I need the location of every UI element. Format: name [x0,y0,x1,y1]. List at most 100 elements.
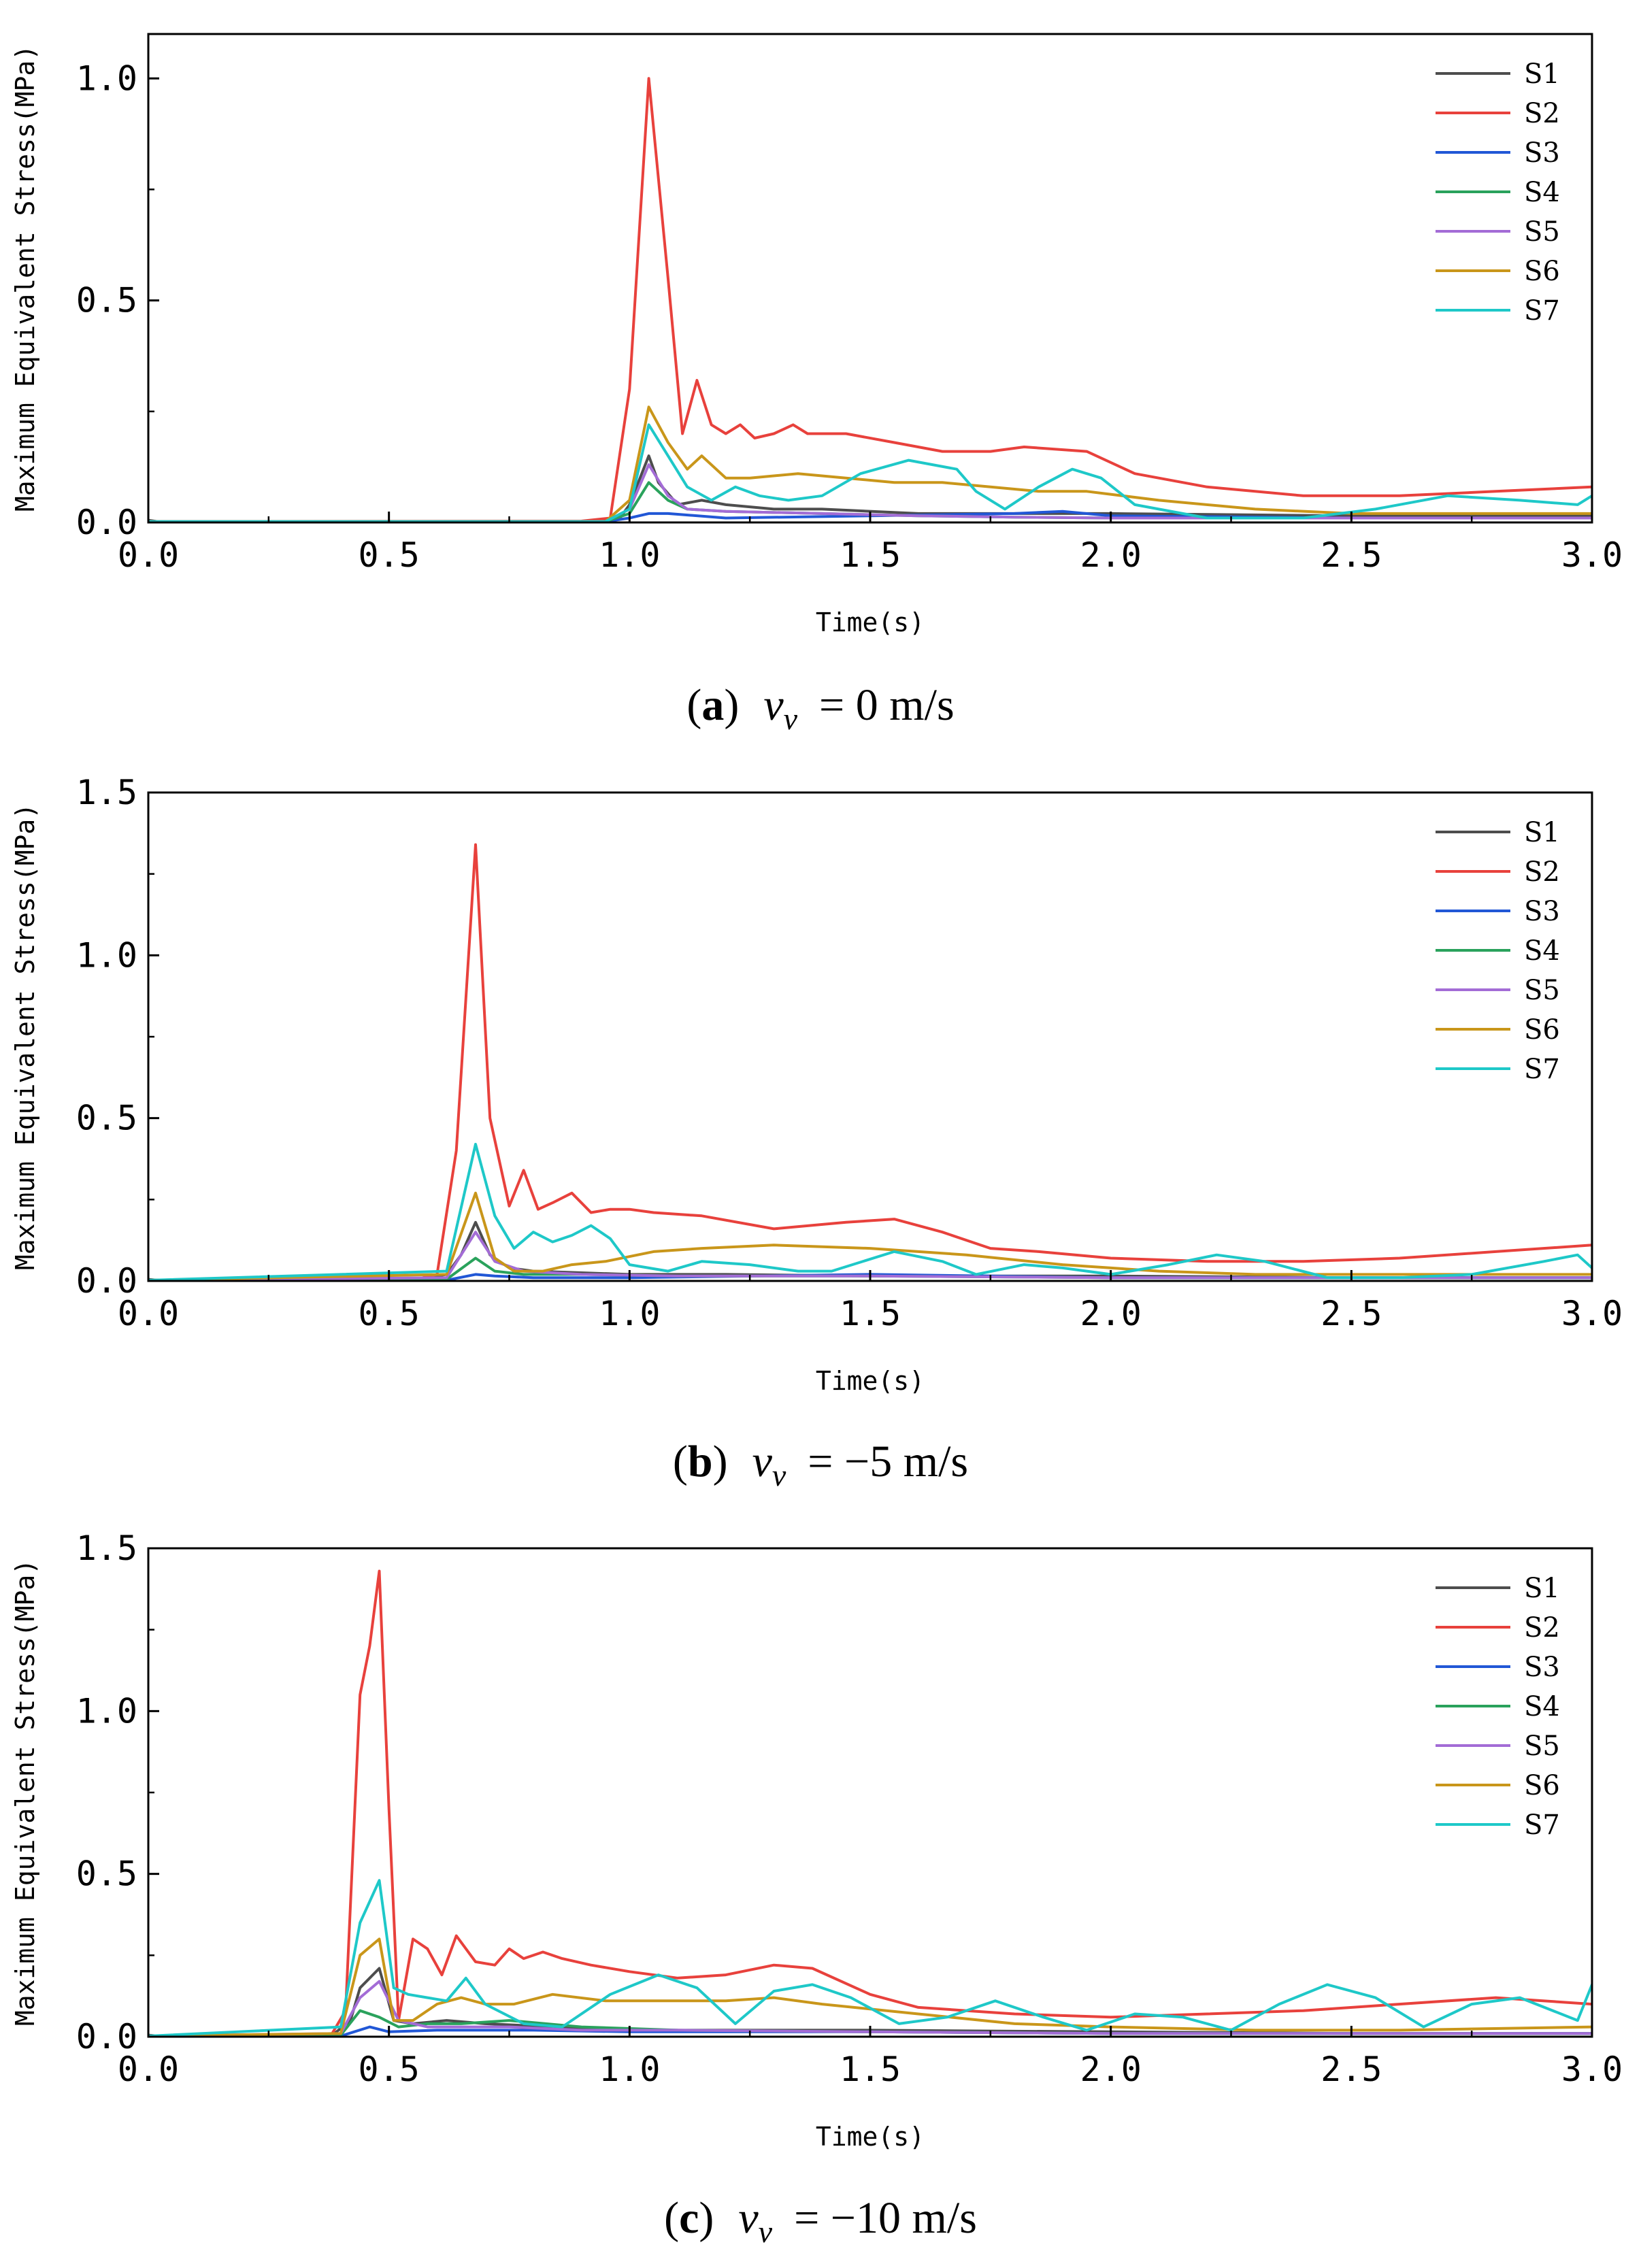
panel-c-x-tick-label: 3.0 [1561,2050,1623,2089]
panel-c-x-tick-label: 1.0 [599,2050,660,2089]
panel-c-y-axis-title: Maximum Equivalent Stress(MPa) [10,1559,40,2026]
panel-a-series-line-s2 [148,77,1592,522]
panel-b-legend: S1 S2 S3 S4 S5 S6 S7 [1436,817,1560,1085]
panel-c-y-tick-label: 1.0 [76,1691,137,1731]
panel-a-caption: (a) vv = 0 m/s [686,680,954,736]
panel-b-x-tick-label: 2.0 [1080,1294,1142,1333]
panel-b-y-tick-label: 0.0 [76,1261,137,1301]
panel-a-caption-letter: a [701,680,724,730]
panel-c-x-axis-title: Time(s) [816,2122,925,2152]
panel-a-legend-label-s2: S2 [1524,98,1560,129]
panel-c-x-tick-label: 1.5 [840,2050,901,2089]
panel-c-caption-letter: c [679,2193,699,2243]
panel-b-series-line-s5 [148,1231,1592,1281]
panel-b-x-tick-label: 2.5 [1321,1294,1382,1333]
panel-c-x-tick-label: 2.5 [1321,2050,1382,2089]
panel-b-y-tick-label: 1.5 [76,773,137,812]
panel-c-series-line-s5 [148,1980,1592,2037]
panel-a-y-axis-title: Maximum Equivalent Stress(MPa) [10,45,40,512]
panel-a-series-group [148,77,1592,522]
panel-a-caption-subscript: v [784,701,798,736]
panel-b-legend-label-s2: S2 [1524,856,1560,888]
panel-b-legend-label-s5: S5 [1524,975,1560,1006]
panel-a-x-tick-label: 0.5 [359,535,420,575]
panel-c-plot-frame [147,1547,1593,2038]
panel-b-x-tick-label: 3.0 [1561,1294,1623,1333]
panel-b-y-tick-label: 1.0 [76,935,137,975]
panel-c-caption-subscript: v [759,2214,773,2249]
panel-a-legend-label-s3: S3 [1524,137,1560,169]
panel-b-legend-label-s6: S6 [1524,1014,1560,1046]
panel-c-series-line-s7 [148,1879,1592,2037]
panel-c-legend-label-s7: S7 [1524,1810,1560,1841]
panel-a-caption-variable: v [763,680,784,730]
panel-b-x-tick-label: 0.0 [118,1294,179,1333]
panel-b-x-axis-title: Time(s) [816,1366,925,1396]
panel-c: 0.0 0.5 1.0 1.5 2.0 2.5 3.0 0.0 0.5 1.0 1.5 Time(s)… [10,1529,1623,2249]
panel-a-caption-paren-close: ) [724,680,739,730]
panel-c-legend-label-s4: S4 [1524,1691,1560,1722]
panel-c-y-tick-label: 0.0 [76,2017,137,2056]
panel-a-x-tick-label: 2.5 [1321,535,1382,575]
panel-c-x-tick-label: 0.0 [118,2050,179,2089]
panel-c-legend-label-s2: S2 [1524,1612,1560,1644]
panel-c-series-line-s6 [148,1937,1592,2037]
panel-a-y-tick-label: 0.5 [76,281,137,320]
panel-a-x-tick-label: 1.0 [599,535,660,575]
panel-c-caption-variable: v [738,2193,759,2243]
panel-b-caption-paren-close: ) [713,1437,728,1486]
panel-a-caption-paren-open: ( [686,680,701,730]
panel-a-series-line-s3 [148,510,1592,522]
panel-b-series-group [148,843,1592,1281]
panel-c-series-line-s2 [148,1569,1592,2037]
panel-b-x-tick-label: 0.5 [359,1294,420,1333]
panel-b-caption-paren-open: ( [673,1437,688,1486]
panel-b-caption-subscript: v [772,1458,786,1492]
panel-b-caption-variable: v [752,1437,773,1486]
panel-c-legend: S1 S2 S3 S4 S5 S6 S7 [1436,1573,1560,1841]
panel-c-legend-label-s1: S1 [1524,1573,1560,1604]
panel-b-y-axis-title: Maximum Equivalent Stress(MPa) [10,803,40,1270]
panel-a-legend-label-s1: S1 [1524,59,1560,90]
panel-b-y-tick-label: 0.5 [76,1099,137,1138]
panel-a-series-line-s6 [148,405,1592,522]
panel-c-y-tick-label: 0.5 [76,1854,137,1894]
panel-a-x-tick-label: 1.5 [840,535,901,575]
panel-a-x-tick-label: 3.0 [1561,535,1623,575]
panel-a-legend-label-s6: S6 [1524,256,1560,287]
panel-a-caption-value: = 0 m/s [819,680,955,730]
panel-c-x-tick-label: 0.5 [359,2050,420,2089]
panel-b-caption-letter: b [688,1437,713,1486]
panel-b-legend-label-s7: S7 [1524,1054,1560,1085]
panel-c-legend-label-s5: S5 [1524,1731,1560,1762]
panel-c-legend-label-s3: S3 [1524,1652,1560,1683]
panel-c-y-tick-label: 1.5 [76,1529,137,1568]
panel-a-y-tick-label: 1.0 [76,59,137,98]
panel-b-legend-label-s1: S1 [1524,817,1560,848]
panel-c-series-group [148,1569,1592,2037]
panel-b: 0.0 0.5 1.0 1.5 2.0 2.5 3.0 0.0 0.5 1.0 1.5 Time(s)… [10,773,1623,1492]
panel-a-x-tick-label: 2.0 [1080,535,1142,575]
panel-a-legend: S1 S2 S3 S4 S5 S6 S7 [1436,59,1560,327]
panel-b-series-line-s7 [148,1143,1592,1281]
panel-a-plot-frame [147,33,1593,524]
panel-b-caption-value: = −5 m/s [808,1437,968,1486]
panel-b-series-line-s2 [148,843,1592,1281]
panel-a-x-axis-title: Time(s) [816,607,925,637]
panel-c-legend-label-s6: S6 [1524,1770,1560,1801]
panel-c-caption-value: = −10 m/s [794,2193,977,2243]
panel-a-legend-label-s4: S4 [1524,177,1560,208]
panel-c-caption-paren-open: ( [664,2193,679,2243]
panel-c-x-tick-label: 2.0 [1080,2050,1142,2089]
panel-a: 0.0 0.5 1.0 1.5 2.0 2.5 3.0 0.0 0.5 1.0 Time(s) Max… [10,33,1623,736]
panel-b-caption: (b) vv = −5 m/s [673,1437,968,1492]
panel-a-x-tick-label: 0.0 [118,535,179,575]
panel-b-legend-label-s3: S3 [1524,896,1560,927]
panel-b-plot-frame [147,791,1593,1282]
panel-b-x-tick-label: 1.0 [599,1294,660,1333]
panel-a-legend-label-s5: S5 [1524,216,1560,248]
panel-c-caption: (c) vv = −10 m/s [664,2193,977,2249]
panel-a-legend-label-s7: S7 [1524,295,1560,327]
panel-b-x-tick-label: 1.5 [840,1294,901,1333]
